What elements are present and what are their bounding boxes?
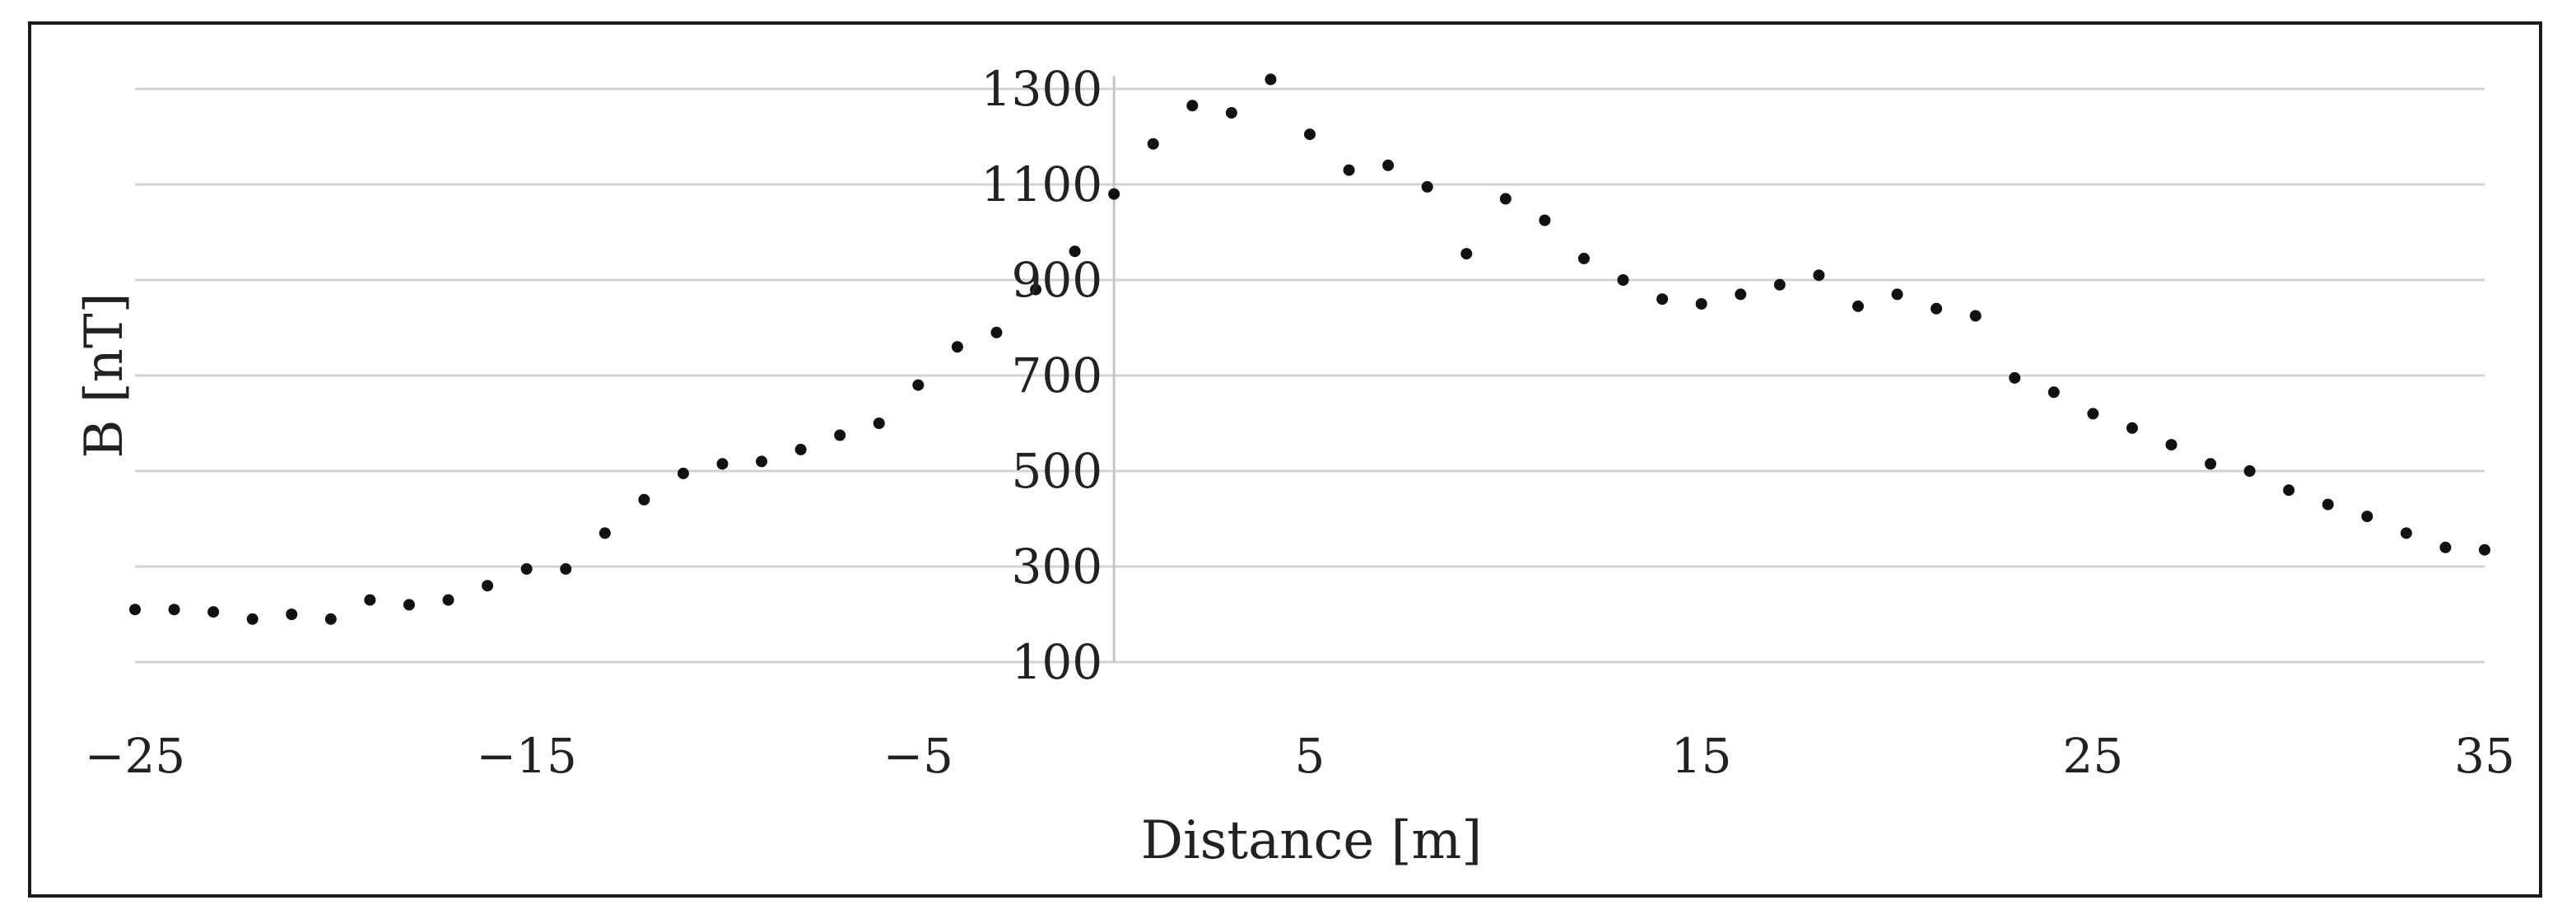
data-point — [1577, 252, 1590, 264]
x-tick-label: −25 — [85, 728, 185, 784]
data-point — [286, 609, 298, 620]
data-point — [1539, 214, 1551, 226]
data-point — [2165, 439, 2178, 451]
data-point — [2479, 543, 2490, 556]
data-point — [1225, 107, 1237, 119]
data-point — [794, 443, 807, 455]
gridlines — [135, 87, 2485, 664]
chart-frame: 100 300 500 700 900 1100 1300 −25 −15 −5 5 15 25 35 D… — [28, 21, 2542, 898]
data-point — [1460, 248, 1473, 260]
y-tick-label: 300 — [1011, 539, 1102, 595]
data-point — [1147, 138, 1159, 150]
data-point — [912, 379, 925, 391]
data-point — [560, 562, 572, 575]
data-point — [403, 599, 415, 611]
scatter-chart: 100 300 500 700 900 1100 1300 −25 −15 −5 5 15 25 35 D… — [74, 61, 2515, 871]
data-point — [1069, 245, 1081, 258]
data-point — [1343, 164, 1355, 176]
data-point — [1852, 300, 1864, 312]
data-point — [520, 562, 533, 575]
data-point — [1735, 288, 1747, 301]
x-tick-label: −15 — [476, 728, 576, 784]
y-axis-title: B [nT] — [74, 292, 135, 458]
data-point — [2047, 386, 2060, 399]
data-point — [1891, 288, 1903, 301]
data-point — [482, 580, 494, 592]
data-point — [834, 429, 846, 441]
data-point — [2205, 458, 2217, 470]
data-point — [1421, 180, 1433, 193]
x-tick-label: 25 — [2062, 728, 2123, 784]
data-point — [129, 604, 141, 616]
data-point — [324, 613, 337, 625]
data-point — [599, 527, 611, 539]
y-tick-label: 1100 — [981, 156, 1103, 212]
data-point — [246, 613, 259, 625]
data-point — [1186, 100, 1199, 112]
data-point — [1499, 193, 1512, 205]
data-points — [129, 73, 2490, 625]
data-point — [951, 341, 963, 353]
data-point — [1265, 73, 1277, 86]
data-point — [2126, 422, 2138, 434]
data-point — [2283, 484, 2295, 497]
x-axis-title: Distance [m] — [1141, 810, 1482, 871]
data-point — [1304, 128, 1316, 141]
data-point — [756, 455, 768, 468]
x-tick-label: 35 — [2454, 728, 2515, 784]
data-point — [1108, 188, 1120, 200]
data-point — [1656, 293, 1669, 306]
tick-labels: 100 300 500 700 900 1100 1300 −25 −15 −5 5 15 25 35 — [85, 61, 2515, 784]
data-point — [364, 594, 376, 606]
data-point — [1813, 269, 1825, 282]
y-tick-label: 700 — [1011, 348, 1102, 404]
data-point — [716, 458, 729, 470]
data-point — [168, 604, 180, 616]
data-point — [2243, 465, 2256, 477]
data-point — [1931, 302, 1943, 315]
data-point — [207, 606, 220, 618]
data-point — [1030, 283, 1042, 296]
data-point — [677, 467, 689, 479]
x-tick-label: −5 — [883, 728, 954, 784]
y-tick-label: 100 — [1011, 634, 1102, 690]
data-point — [638, 493, 650, 506]
y-tick-label: 900 — [1011, 252, 1102, 308]
data-point — [1969, 310, 1982, 322]
x-tick-label: 15 — [1671, 728, 1732, 784]
data-point — [2087, 408, 2099, 420]
y-tick-label: 1300 — [981, 61, 1103, 117]
data-point — [2322, 498, 2334, 511]
data-point — [2009, 371, 2021, 384]
data-point — [873, 418, 885, 429]
data-point — [2361, 511, 2373, 523]
data-point — [1382, 159, 1395, 171]
data-point — [2439, 541, 2452, 553]
data-point — [1695, 298, 1707, 310]
x-tick-label: 5 — [1295, 728, 1325, 784]
data-point — [1773, 278, 1786, 291]
data-point — [990, 326, 1003, 338]
y-tick-label: 500 — [1011, 443, 1102, 499]
data-point — [1617, 274, 1629, 286]
data-point — [442, 594, 454, 606]
data-point — [2400, 527, 2412, 539]
